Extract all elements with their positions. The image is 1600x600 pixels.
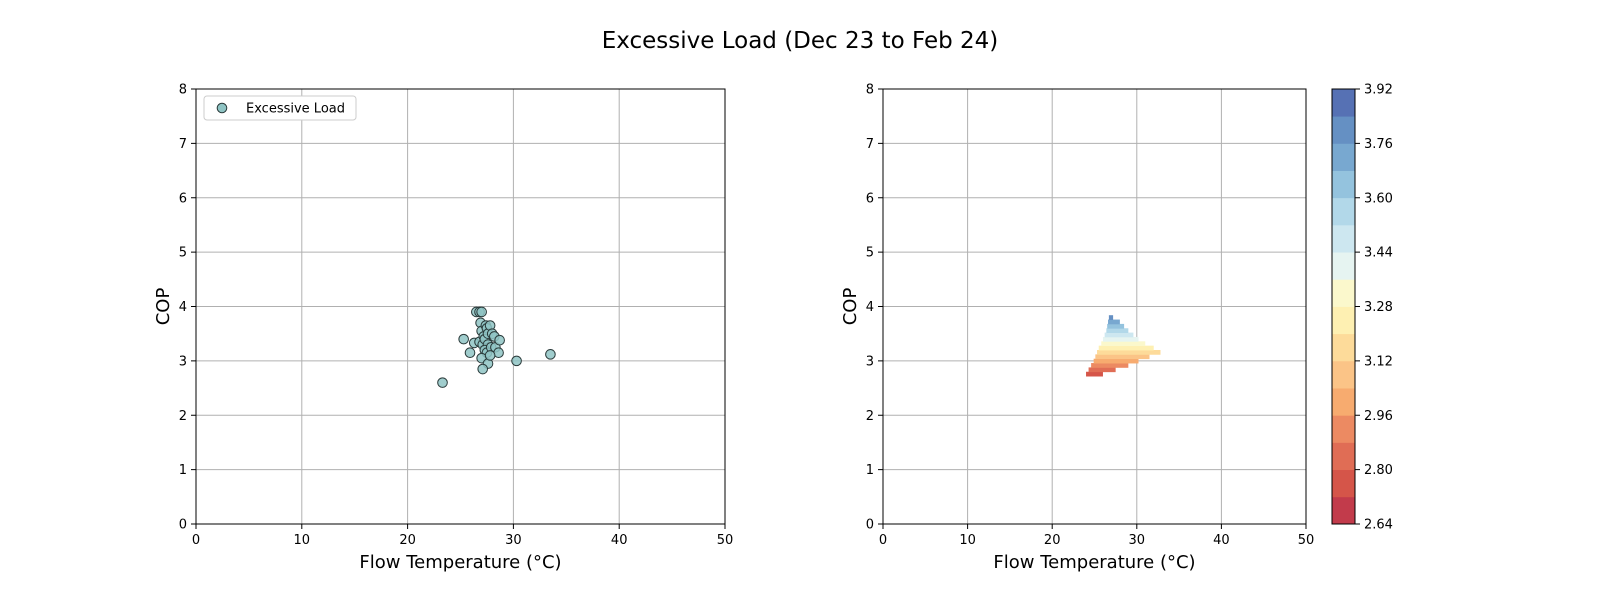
contour-ytick-label: 6 [866, 191, 874, 206]
scatter-ytick-label: 6 [179, 191, 187, 206]
colorbar-tick-label: 3.92 [1364, 83, 1393, 98]
scatter-point [458, 333, 469, 345]
colorbar-swatch [1332, 224, 1355, 253]
colorbar-tick-label: 2.80 [1364, 463, 1393, 478]
contour-band [1091, 363, 1129, 368]
scatter-ytick-label: 0 [179, 518, 187, 533]
colorbar-swatch [1332, 333, 1355, 362]
scatter-point [477, 363, 489, 375]
scatter-xtick-label: 20 [399, 533, 416, 548]
legend-marker [216, 102, 228, 114]
scatter-xlabel: Flow Temperature (°C) [359, 552, 561, 573]
colorbar-tick-label: 3.60 [1364, 191, 1393, 206]
colorbar-swatch [1332, 143, 1355, 171]
contour-ytick-label: 0 [866, 518, 874, 533]
contour-band [1095, 354, 1150, 360]
scatter-ytick-label: 5 [179, 246, 187, 261]
contour-xtick-label: 20 [1044, 533, 1061, 548]
legend: Excessive Load [203, 95, 357, 121]
contour-bands [1086, 315, 1161, 377]
colorbar-swatch [1332, 306, 1355, 335]
colorbar-swatch [1332, 89, 1355, 117]
contour-plot: 0 10 20 30 40 50 0 1 2 3 4 5 6 7 8 Flow Temperature (°C… [840, 83, 1314, 574]
colorbar-tick-label: 2.64 [1364, 518, 1393, 533]
scatter-point [464, 347, 476, 359]
contour-band [1102, 336, 1139, 342]
colorbar-swatch [1332, 469, 1355, 498]
scatter-ytick-label: 1 [179, 463, 187, 478]
scatter-points [437, 306, 556, 388]
contour-band [1106, 328, 1129, 333]
scatter-point [494, 334, 505, 346]
scatter-ytick-label: 8 [179, 83, 187, 98]
colorbar-tick-label: 2.96 [1364, 409, 1393, 424]
legend-box [203, 95, 357, 121]
colorbar-tick-label: 3.44 [1364, 246, 1393, 261]
colorbar-tick-label: 3.12 [1364, 354, 1393, 369]
scatter-ytick-label: 7 [179, 137, 187, 152]
colorbar-swatch [1332, 442, 1355, 471]
scatter-xtick-label: 0 [192, 533, 200, 548]
contour-xtick-label: 10 [959, 533, 976, 548]
colorbar-swatch [1332, 360, 1355, 389]
colorbar-swatch [1332, 388, 1355, 416]
colorbar-swatch [1332, 252, 1355, 280]
contour-ylabel: COP [840, 288, 861, 326]
scatter-ytick-label: 3 [179, 354, 187, 369]
contour-band [1098, 345, 1154, 351]
colorbar-tick-label: 3.28 [1364, 300, 1393, 315]
contour-band [1097, 350, 1161, 355]
contour-ytick-label: 8 [866, 83, 874, 98]
contour-grid [882, 88, 1307, 525]
scatter-xtick-label: 40 [611, 533, 628, 548]
scatter-ylabel: COP [153, 288, 174, 326]
scatter-point [476, 306, 487, 318]
scatter-xtick-label: 10 [294, 533, 311, 548]
contour-band [1093, 358, 1139, 364]
scatter-point [437, 377, 448, 388]
colorbar-tick-label: 3.76 [1364, 137, 1393, 152]
scatter-ytick-label: 2 [179, 409, 187, 424]
contour-xlabel: Flow Temperature (°C) [993, 552, 1195, 573]
contour-band [1108, 319, 1120, 325]
contour-ytick-label: 7 [866, 137, 874, 152]
contour-band [1088, 367, 1116, 373]
colorbar-swatch [1332, 496, 1355, 525]
scatter-xtick-label: 30 [505, 533, 522, 548]
contour-xtick-label: 50 [1298, 533, 1315, 548]
contour-ytick-label: 3 [866, 354, 874, 369]
contour-ytick-label: 4 [866, 300, 874, 315]
scatter-ytick-label: 4 [179, 300, 187, 315]
contour-band [1101, 341, 1146, 347]
contour-band [1108, 315, 1114, 320]
scatter-point [511, 355, 522, 367]
legend-label: Excessive Load [246, 102, 345, 117]
scatter-grid [195, 88, 726, 525]
colorbar: 2.64 2.80 2.96 3.12 3.28 3.44 3.60 3.76 3.92 [1331, 83, 1393, 533]
contour-ytick-label: 1 [866, 463, 874, 478]
scatter-plot: 0 10 20 30 40 50 0 1 2 3 4 5 6 7 8 Flow Temperature (°C… [153, 83, 733, 574]
scatter-xtick-label: 50 [717, 533, 734, 548]
colorbar-swatch [1332, 415, 1355, 443]
colorbar-swatch [1332, 170, 1355, 199]
figure-title: Excessive Load (Dec 23 to Feb 24) [602, 28, 999, 54]
scatter-point [484, 350, 496, 361]
contour-xtick-label: 40 [1213, 533, 1230, 548]
contour-xtick-label: 30 [1129, 533, 1146, 548]
contour-xtick-label: 0 [879, 533, 887, 548]
colorbar-swatch [1332, 197, 1355, 226]
colorbar-swatch [1332, 116, 1355, 144]
colorbar-swatch [1332, 279, 1355, 307]
scatter-point [545, 349, 556, 360]
contour-band [1104, 332, 1134, 338]
contour-band [1107, 323, 1125, 329]
contour-ytick-label: 2 [866, 409, 874, 424]
contour-ytick-label: 5 [866, 246, 874, 261]
contour-band [1086, 371, 1103, 377]
